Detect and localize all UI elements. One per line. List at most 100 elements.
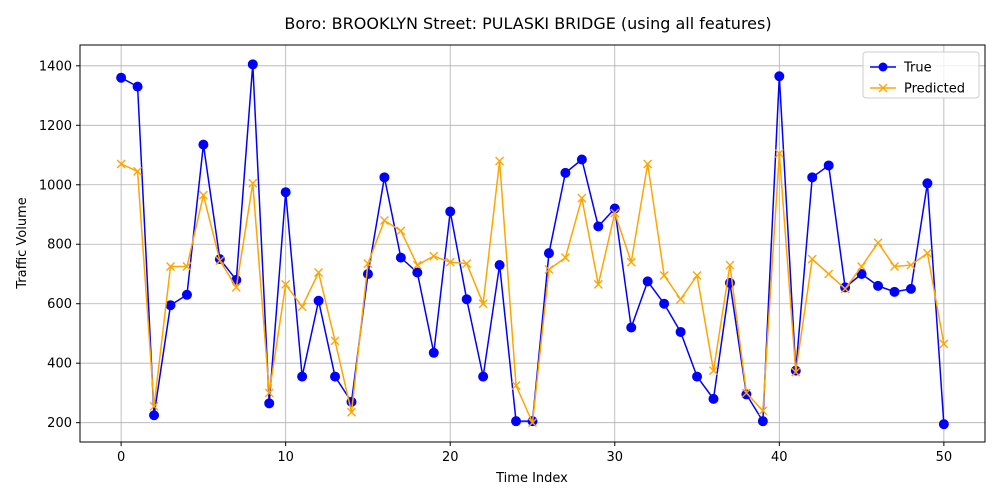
y-axis-title: Traffic Volume <box>15 197 30 290</box>
data-point-predicted <box>495 156 505 166</box>
data-point-predicted <box>725 260 735 270</box>
legend-marker-predicted <box>878 83 888 93</box>
x-axis-title: Time Index <box>495 471 568 486</box>
data-point-true <box>856 268 867 279</box>
data-point-predicted <box>560 253 570 263</box>
data-point-predicted <box>791 367 801 377</box>
data-point-true <box>428 347 439 358</box>
legend-marker-true <box>878 62 888 72</box>
data-point-predicted <box>264 388 274 398</box>
data-point-true <box>576 154 587 165</box>
data-point-predicted <box>643 159 653 169</box>
data-point-true <box>445 206 456 217</box>
data-point-true <box>412 267 423 278</box>
legend-label-predicted: Predicted <box>904 82 965 97</box>
plot-frame <box>79 44 986 443</box>
data-point-predicted <box>593 279 603 289</box>
data-point-true <box>330 371 341 382</box>
data-point-true <box>181 289 192 300</box>
data-point-predicted <box>330 336 340 346</box>
y-tick-label: 1000 <box>39 178 72 193</box>
data-point-predicted <box>412 260 422 270</box>
legend-items: True Predicted <box>870 61 965 97</box>
legend-box <box>862 51 980 99</box>
y-tick-label: 1400 <box>39 59 72 74</box>
data-point-predicted <box>873 238 883 248</box>
data-point-true <box>560 167 571 178</box>
data-point-true <box>642 276 653 287</box>
data-point-true <box>543 248 554 259</box>
y-tick-label: 800 <box>47 238 72 253</box>
data-point-predicted <box>906 260 916 270</box>
data-point-predicted <box>363 259 373 269</box>
data-point-predicted <box>741 388 751 398</box>
x-tick-label: 0 <box>117 450 125 465</box>
data-point-true <box>905 283 916 294</box>
data-point-predicted <box>462 259 472 269</box>
data-point-true <box>807 172 818 183</box>
ticks: 0 10 20 30 40 50 200 400 600 800 1000 1200 1400 <box>39 59 952 465</box>
data-point-predicted <box>281 279 291 289</box>
data-point-predicted <box>692 270 702 280</box>
x-tick-label: 40 <box>771 450 788 465</box>
data-point-predicted <box>215 256 225 266</box>
data-point-true <box>659 298 670 309</box>
y-tick-label: 1200 <box>39 119 72 134</box>
data-point-true <box>774 71 785 82</box>
data-point-true <box>297 371 308 382</box>
data-point-predicted <box>248 178 258 188</box>
series-layer <box>116 59 949 430</box>
data-point-predicted <box>610 208 620 218</box>
legend-item-predicted: Predicted <box>870 82 965 97</box>
data-point-predicted <box>198 190 208 200</box>
data-point-predicted <box>824 269 834 279</box>
data-point-true <box>264 398 275 409</box>
data-point-true <box>922 178 933 189</box>
data-point-predicted <box>577 193 587 203</box>
data-point-true <box>675 326 686 337</box>
data-point-true <box>708 393 719 404</box>
data-point-true <box>116 72 127 83</box>
data-point-true <box>280 187 291 198</box>
data-point-predicted <box>774 149 784 159</box>
data-point-predicted <box>840 284 850 294</box>
data-point-true <box>609 203 620 214</box>
y-tick-label: 600 <box>47 297 72 312</box>
data-point-true <box>938 419 949 430</box>
data-point-predicted <box>478 299 488 309</box>
data-point-true <box>873 280 884 291</box>
data-point-predicted <box>511 381 521 390</box>
x-tick-label: 50 <box>936 450 953 465</box>
chart-title: Boro: BROOKLYN Street: PULASKI BRIDGE (u… <box>284 14 771 33</box>
series-predicted <box>116 149 949 428</box>
data-point-true <box>593 221 604 232</box>
data-point-predicted <box>758 406 768 416</box>
data-point-true <box>395 252 406 263</box>
data-point-true <box>149 410 160 421</box>
data-point-true <box>247 59 258 70</box>
data-point-predicted <box>379 215 389 225</box>
data-point-true <box>626 322 637 333</box>
data-point-predicted <box>231 282 241 292</box>
legend: True Predicted <box>862 51 980 99</box>
data-point-true <box>494 260 505 271</box>
data-point-predicted <box>676 294 686 304</box>
data-point-predicted <box>116 159 126 169</box>
data-point-predicted <box>807 254 817 264</box>
data-point-true <box>461 294 472 305</box>
x-tick-label: 10 <box>277 450 294 465</box>
data-point-predicted <box>133 166 143 176</box>
x-tick-label: 30 <box>606 450 623 465</box>
data-point-predicted <box>314 267 324 277</box>
legend-item-true: True <box>870 61 932 76</box>
data-point-true <box>757 416 768 427</box>
data-point-predicted <box>429 251 439 261</box>
legend-label-true: True <box>903 61 932 76</box>
data-point-true <box>478 371 489 382</box>
data-point-predicted <box>149 401 159 411</box>
data-point-predicted <box>857 262 867 272</box>
data-point-true <box>889 286 900 297</box>
y-tick-label: 400 <box>47 357 72 372</box>
